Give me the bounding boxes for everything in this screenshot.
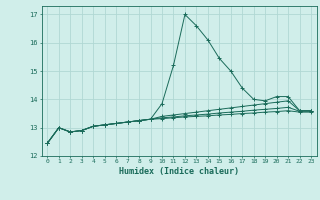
X-axis label: Humidex (Indice chaleur): Humidex (Indice chaleur) xyxy=(119,167,239,176)
